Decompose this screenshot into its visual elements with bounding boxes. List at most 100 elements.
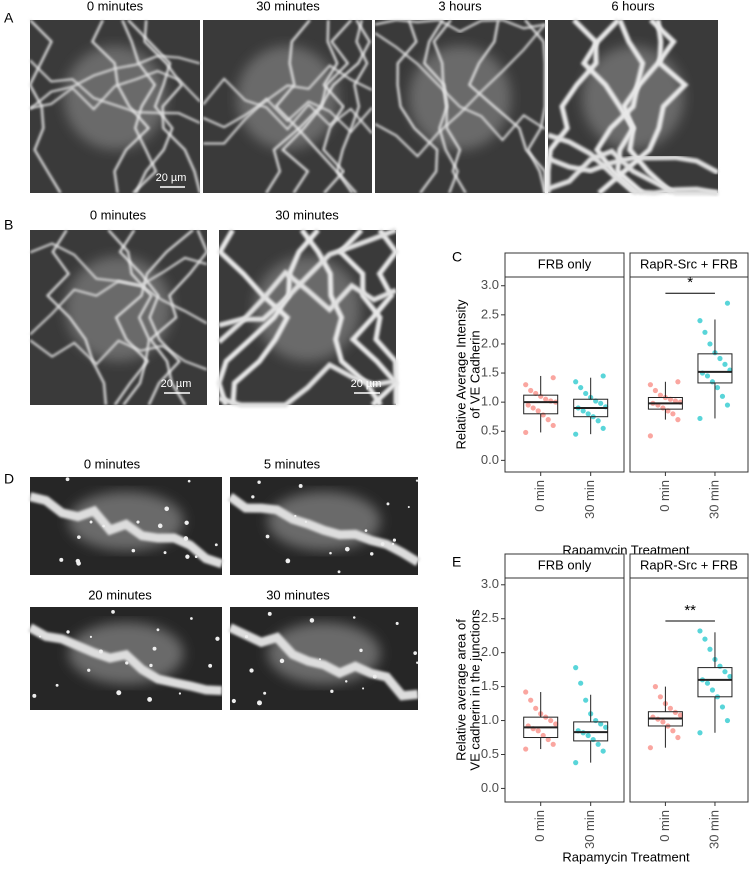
image-title: 6 hours: [611, 0, 655, 13]
particle: [147, 697, 153, 702]
data-point: [647, 745, 654, 751]
particle: [249, 668, 254, 673]
image-title: 0 minutes: [90, 207, 147, 222]
particle: [279, 658, 285, 664]
particle: [183, 536, 189, 541]
panel-label: E: [452, 554, 461, 570]
particle: [194, 555, 198, 559]
y-axis-title: of VE Cadherin: [467, 330, 482, 418]
x-tick-label: 30 min: [582, 810, 597, 849]
y-tick-label: 1.5: [481, 364, 499, 379]
data-point: [573, 379, 579, 385]
junction: [547, 132, 719, 196]
box: [523, 394, 559, 415]
data-point: [578, 384, 584, 391]
junction: [148, 229, 209, 406]
data-point: [660, 405, 666, 411]
data-point: [702, 329, 708, 335]
junction: [202, 64, 373, 129]
junction: [29, 54, 201, 110]
junction: [336, 228, 399, 405]
cell-glow: [409, 45, 511, 150]
particle: [267, 611, 272, 616]
particle: [395, 621, 399, 625]
particle: [407, 506, 410, 509]
image-title: 0 minutes: [84, 456, 141, 471]
image-title: 20 minutes: [88, 587, 152, 602]
facet-panel: [629, 276, 749, 473]
panel-label: C: [452, 249, 462, 265]
particle: [65, 477, 70, 482]
data-point: [543, 396, 549, 402]
micrograph: [216, 227, 400, 408]
image-title: 5 minutes: [264, 456, 321, 471]
junction: [91, 19, 151, 194]
data-point: [573, 760, 579, 766]
micrograph: [545, 18, 720, 196]
data-point: [535, 728, 541, 734]
data-point: [714, 384, 721, 391]
junction: [29, 339, 208, 371]
data-point: [595, 418, 601, 424]
junction: [28, 492, 224, 569]
data-point: [583, 390, 589, 397]
junction: [218, 227, 397, 328]
particle: [309, 618, 315, 623]
junction: [524, 19, 547, 194]
particle: [391, 542, 395, 546]
data-point: [528, 387, 534, 394]
facet-label: RapR-Src + FRB: [640, 256, 738, 271]
data-point: [657, 392, 664, 398]
y-tick-label: 1.0: [481, 394, 499, 409]
junction: [374, 32, 546, 142]
data-point: [585, 732, 591, 739]
data-point: [724, 300, 731, 306]
x-tick-label: 30 min: [582, 480, 597, 519]
particle: [285, 558, 291, 564]
box: [697, 667, 733, 698]
junction: [218, 361, 397, 408]
panel-label: B: [4, 217, 13, 233]
micrograph: [29, 229, 209, 406]
particle: [304, 520, 308, 523]
y-tick-label: 2.0: [481, 335, 499, 350]
data-point: [553, 721, 559, 727]
micrograph: [28, 477, 224, 575]
particle: [66, 630, 70, 634]
scale-bar-label: 20 µm: [161, 378, 192, 390]
data-point: [704, 680, 711, 686]
particle: [59, 557, 64, 562]
particle: [362, 687, 365, 690]
junction: [107, 229, 153, 406]
particle: [184, 520, 189, 525]
data-point: [719, 704, 726, 710]
data-point: [707, 646, 713, 652]
particle: [380, 542, 385, 546]
facet-panel: [504, 577, 625, 803]
particle: [251, 495, 255, 499]
y-tick-label: 3.0: [481, 576, 499, 591]
particle: [413, 651, 418, 655]
particle: [344, 546, 350, 552]
y-tick-label: 2.5: [481, 306, 499, 321]
particle: [163, 551, 167, 555]
junction: [227, 492, 421, 567]
data-point: [550, 741, 556, 747]
junction: [228, 623, 419, 701]
particle: [265, 534, 270, 539]
junction: [216, 228, 320, 406]
data-point: [573, 665, 579, 671]
image-title: 0 minutes: [87, 0, 144, 13]
particle: [164, 506, 170, 512]
data-point: [675, 379, 681, 385]
significance-label: *: [687, 274, 693, 291]
x-tick-label: 0 min: [657, 810, 672, 842]
data-point: [657, 694, 664, 700]
data-point: [523, 746, 529, 752]
junction: [322, 19, 345, 194]
scale-bar-label: 20 µm: [156, 172, 187, 184]
facet-label: RapR-Src + FRB: [640, 557, 738, 572]
data-point: [530, 405, 536, 411]
panel-label: A: [4, 10, 14, 26]
